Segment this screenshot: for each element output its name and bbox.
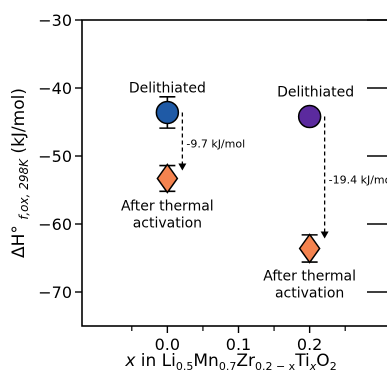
x-axis-ticks: 0.0 0.1 0.2	[131, 326, 346, 354]
delta-label: -19.4 kJ/mol	[329, 174, 387, 187]
delta-arrow-head	[320, 231, 329, 239]
x-axis-label: x in Li0.5Mn0.7Zr0.2 − xTixO2	[124, 351, 336, 372]
delithiated-label: Delithiated	[129, 80, 206, 96]
x-label-part: 0.7	[219, 360, 237, 372]
y-tick-label: −30	[38, 11, 72, 30]
delithiated-point	[297, 104, 322, 129]
x-label-part: 0.5	[176, 360, 194, 372]
activated-label-line2: activation	[133, 215, 202, 231]
y-label-subscript: f,ox, 298K	[17, 158, 31, 220]
x-label-part: Zr	[236, 351, 255, 371]
x-label-part: 0.2 − x	[255, 360, 296, 372]
y-label-units: (kJ/mol)	[9, 88, 29, 159]
y-tick-label: −40	[38, 79, 72, 98]
y-tick-label: −60	[38, 215, 72, 234]
x-label-part: x	[309, 360, 317, 372]
x-label-part: x	[124, 351, 136, 371]
delta-arrow-head	[178, 163, 187, 171]
x-tick-label: 0.2	[297, 335, 322, 354]
delithiated-point	[155, 100, 180, 125]
plot-frame	[81, 19, 387, 327]
activated-point	[298, 233, 321, 264]
x-label-part: Mn	[193, 351, 218, 371]
y-axis-ticks: −30 −40 −50 −60 −70	[38, 11, 387, 302]
x-tick-label: 0.0	[155, 335, 180, 354]
y-label-main: ΔH°	[9, 220, 29, 258]
x-label-part: in Li	[135, 351, 176, 371]
activated-point	[156, 163, 179, 194]
y-axis-label: ΔH° f,ox, 298K (kJ/mol)	[9, 88, 31, 258]
x-label-part: O	[316, 351, 329, 371]
delta-label: -9.7 kJ/mol	[186, 137, 245, 150]
activated-label-line2: activation	[275, 285, 344, 301]
x-label-part: Ti	[294, 351, 310, 371]
activated-label-line1: After thermal	[263, 268, 356, 284]
y-tick-label: −50	[38, 147, 72, 166]
y-tick-label: −70	[38, 283, 72, 302]
delithiated-label: Delithiated	[277, 85, 354, 101]
x-tick-label: 0.1	[226, 335, 251, 354]
activated-label-line1: After thermal	[121, 198, 214, 214]
x-label-part: 2	[330, 360, 337, 372]
